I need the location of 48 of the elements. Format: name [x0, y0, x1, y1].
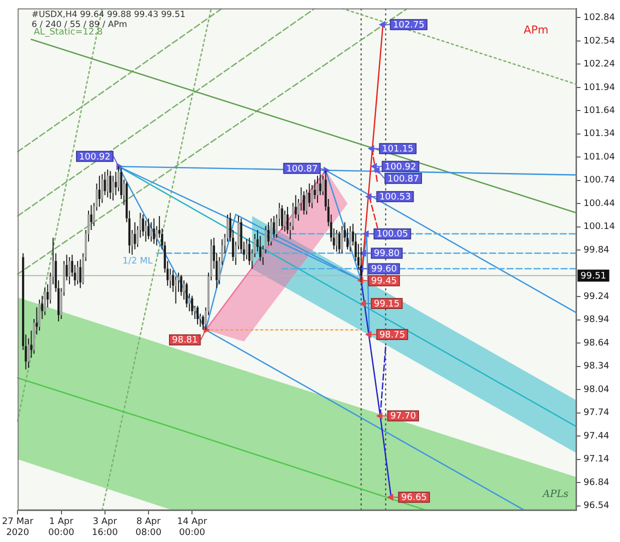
data-label: 100.53 [379, 192, 411, 202]
data-label: 100.87 [388, 174, 419, 184]
data-label: 96.65 [401, 493, 427, 504]
data-label: 102.75 [392, 20, 424, 31]
series-label: 1/2 ML [122, 256, 153, 267]
data-label: 98.81 [172, 336, 198, 346]
data-label: 99.60 [371, 264, 398, 275]
y-tick-label: 97.14 [584, 454, 610, 465]
x-tick-label: 8 Apr 08:00 [136, 517, 162, 538]
data-label: 100.05 [376, 230, 408, 240]
data-label: 98.75 [379, 330, 406, 340]
data-label: 100.92 [79, 152, 111, 162]
x-tick-label: 14 Apr 00:00 [177, 517, 208, 538]
y-tick-label: 100.44 [584, 198, 616, 209]
ref-line-label: 99.51 [580, 272, 606, 282]
data-label: 100.92 [384, 162, 416, 172]
y-tick-label: 97.74 [584, 408, 610, 418]
x-tick-label: 3 Apr 16:00 [92, 517, 118, 538]
data-label: 100.87 [286, 164, 318, 174]
data-label: 99.80 [374, 249, 400, 260]
y-tick-label: 99.84 [584, 245, 610, 256]
y-tick-label: 99.24 [584, 292, 610, 302]
y-tick-label: 102.54 [584, 36, 616, 46]
x-tick-label: 1 Apr 00:00 [48, 517, 75, 538]
data-label: 97.70 [390, 412, 416, 422]
chart-title: #USDX,H4 99.64 99.88 99.43 99.51 [32, 10, 186, 20]
y-tick-label: 101.64 [584, 106, 616, 116]
y-tick-label: 98.34 [584, 362, 610, 372]
y-tick-label: 96.54 [584, 501, 610, 512]
data-label: 101.15 [382, 144, 414, 154]
y-tick-label: 98.04 [584, 384, 610, 395]
y-tick-label: 101.94 [584, 82, 616, 93]
y-tick-label: 102.24 [584, 60, 616, 70]
data-label: 99.15 [374, 299, 400, 310]
y-tick-label: 100.14 [584, 222, 616, 232]
series-label: AL_Static=12.8 [34, 28, 104, 38]
y-tick-label: 98.94 [584, 315, 610, 326]
x-tick-label: 27 Mar 2020 [2, 517, 34, 538]
y-tick-label: 102.84 [584, 13, 616, 24]
y-tick-label: 96.84 [584, 478, 610, 488]
y-tick-label: 101.34 [584, 129, 616, 140]
y-tick-label: 101.04 [584, 152, 616, 162]
annotation: APLs [542, 488, 569, 500]
y-tick-label: 97.44 [584, 431, 610, 442]
y-tick-label: 98.64 [584, 338, 610, 348]
data-label: 99.45 [371, 276, 397, 287]
y-tick-label: 100.74 [584, 176, 616, 186]
annotation: APm [524, 23, 549, 36]
